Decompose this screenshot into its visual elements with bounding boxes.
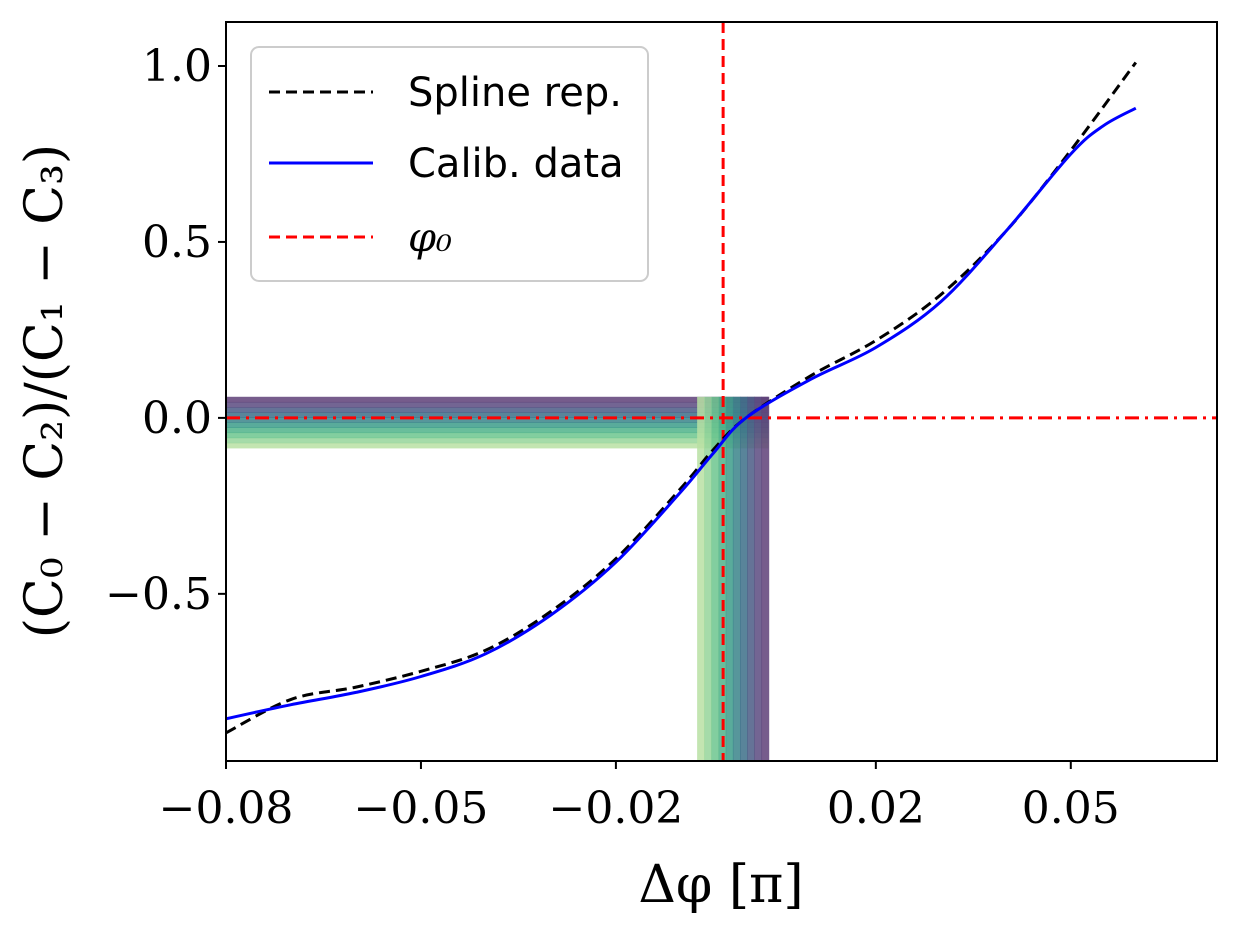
band-v-stripe (725, 396, 734, 761)
band-h-stripe (226, 442, 769, 449)
band-v-stripe (754, 396, 763, 761)
band-h-stripe (226, 427, 769, 434)
band-h-stripe (226, 396, 769, 403)
band-h-stripe (226, 437, 769, 444)
y-axis-label: (C₀ − C₂)/(C₁ − C₃) (15, 144, 75, 638)
plot-frame (225, 21, 1218, 762)
x-axis: −0.08 −0.05 −0.02 0.02 0.05 (159, 761, 1120, 834)
y-tick-label: 0.5 (142, 217, 212, 268)
x-tick-label: 0.05 (1022, 783, 1120, 834)
band-v-stripe (711, 396, 720, 761)
y-axis: −0.5 0.0 0.5 1.0 (105, 41, 226, 620)
legend: Spline rep. Calib. data φ₀ (250, 46, 649, 282)
legend-label-spline: Spline rep. (408, 70, 622, 116)
series-calib-data (226, 106, 1137, 721)
band-v-stripe (704, 396, 713, 761)
y-tick-label: 1.0 (142, 41, 212, 92)
band-h-stripe (226, 401, 769, 408)
legend-label-phi0: φ₀ (408, 215, 452, 261)
y-tick-label: −0.5 (105, 569, 212, 620)
band-v-stripe (740, 396, 748, 761)
legend-box (250, 46, 649, 282)
band-h-stripe (226, 417, 769, 423)
x-tick-label: −0.05 (354, 783, 489, 834)
band-h-stripe (226, 412, 769, 418)
band-h-stripe (226, 422, 769, 428)
legend-label-calib: Calib. data (408, 141, 624, 187)
x-axis-label: Δφ [π] (638, 855, 803, 915)
y-tick-label: 0.0 (142, 393, 212, 444)
band-h-stripe (226, 432, 769, 439)
band-h-stripe (226, 406, 769, 413)
x-tick-label: −0.02 (548, 783, 683, 834)
band-v-stripe (718, 396, 727, 761)
x-tick-label: −0.08 (159, 783, 294, 834)
x-tick-label: 0.02 (827, 783, 925, 834)
uncertainty-band-horizontal (226, 396, 769, 449)
band-v-stripe (732, 396, 741, 761)
plot-area (226, 22, 1217, 761)
uncertainty-band-vertical (697, 396, 770, 761)
band-v-stripe (697, 396, 705, 761)
band-v-stripe (747, 396, 755, 761)
band-v-stripe (761, 396, 770, 761)
